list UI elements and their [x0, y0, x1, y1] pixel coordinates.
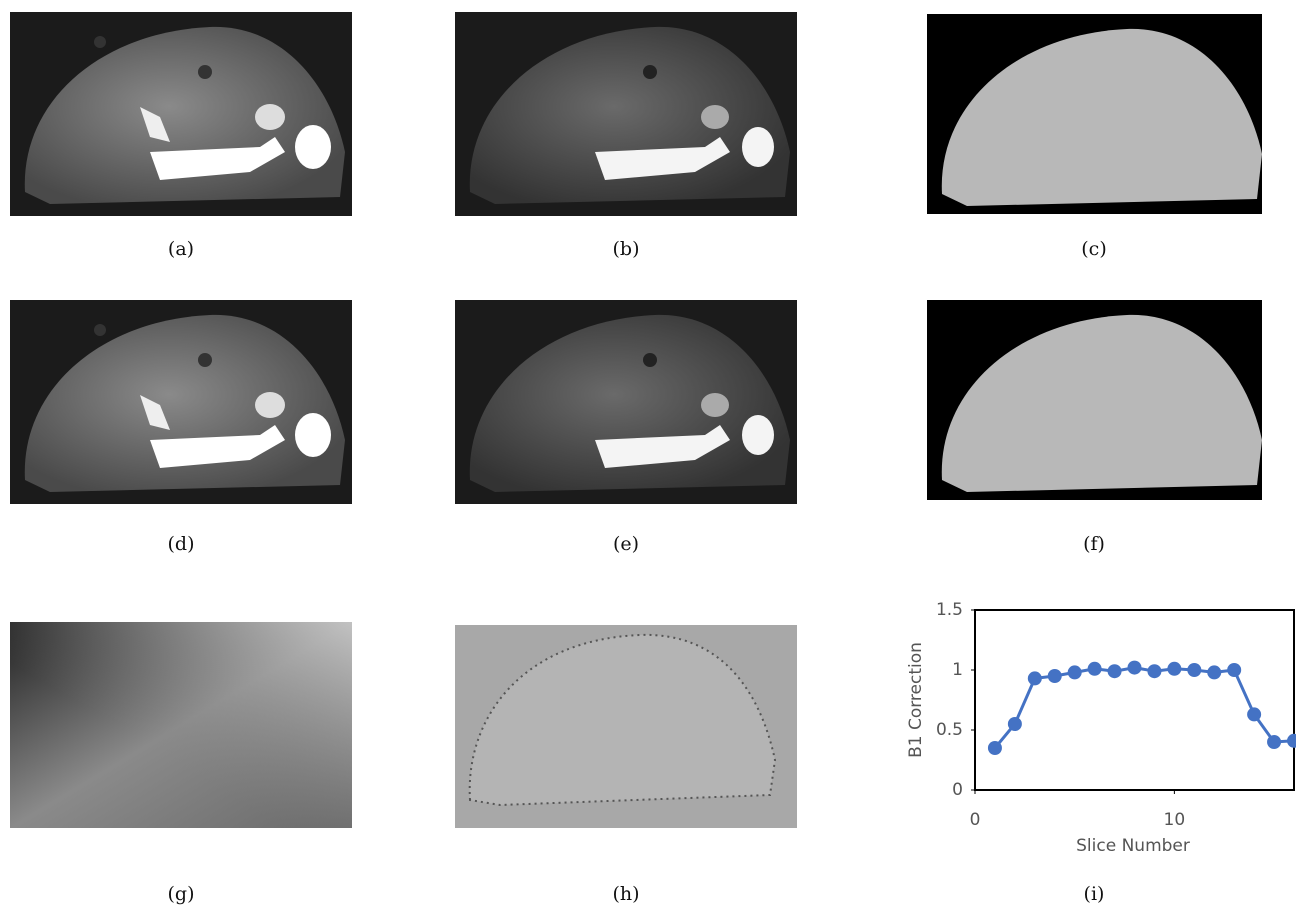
image-d — [10, 300, 352, 504]
point — [1287, 734, 1296, 748]
panel-label: (e) — [613, 533, 639, 555]
point — [1207, 665, 1221, 679]
figure: (a) (b) (c) (d) (e) (f) (g) (h) (i) Slic… — [0, 0, 1296, 915]
point — [1028, 671, 1042, 685]
panel-label: (g) — [168, 883, 195, 905]
point — [1128, 661, 1142, 675]
image-f — [927, 300, 1262, 500]
y-tick-label: 0 — [952, 780, 963, 800]
point — [1048, 669, 1062, 683]
point — [1247, 707, 1261, 721]
y-tick-label: 1.5 — [936, 600, 963, 620]
point — [1227, 663, 1241, 677]
image-h — [455, 625, 797, 828]
point — [1068, 665, 1082, 679]
panel-label: (i) — [1084, 883, 1105, 905]
point — [1088, 662, 1102, 676]
point — [1147, 664, 1161, 678]
page: {"panels": [ {"label": "(a)"}, {"label":… — [0, 0, 1296, 915]
point — [1108, 664, 1122, 678]
panel-label: (h) — [612, 883, 639, 905]
image-b — [455, 12, 797, 216]
y-tick-label: 1 — [952, 660, 963, 680]
point — [1008, 717, 1022, 731]
x-tick-label: 10 — [1164, 810, 1186, 830]
image-e — [455, 300, 797, 504]
point — [988, 741, 1002, 755]
panel-label: (b) — [613, 238, 640, 260]
panel-label: (f) — [1083, 533, 1105, 555]
point — [1187, 663, 1201, 677]
image-c — [927, 14, 1262, 214]
panel-label: (d) — [168, 533, 195, 555]
x-axis-label: Slice Number — [1076, 836, 1190, 856]
image-a — [10, 12, 352, 216]
point — [1267, 735, 1281, 749]
y-tick-label: 0.5 — [936, 720, 963, 740]
point — [1167, 662, 1181, 676]
x-tick-label: 0 — [970, 810, 981, 830]
image-g — [10, 622, 352, 828]
y-axis-label: B1 Correction — [906, 642, 926, 758]
panel-label: (a) — [168, 238, 194, 260]
panel-label: (c) — [1081, 238, 1106, 260]
